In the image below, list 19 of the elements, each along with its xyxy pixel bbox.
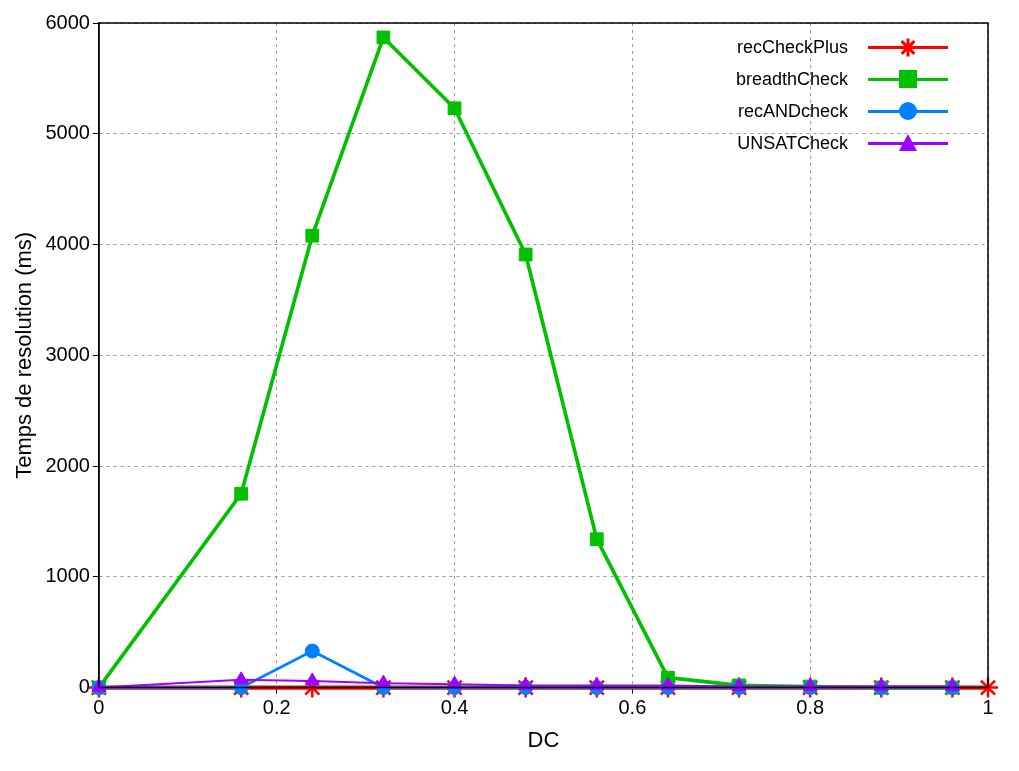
y-tick-label: 3000 (45, 342, 90, 365)
y-tick-label: 2000 (45, 453, 90, 476)
x-tick-label: 0.8 (796, 696, 825, 719)
legend-label: UNSATCheck (736, 132, 848, 154)
x-tick-label: 0 (93, 696, 105, 719)
legend-label: breadthCheck (734, 68, 848, 90)
x-axis-title: DC (527, 726, 560, 752)
x-tick-label: 0.4 (440, 696, 469, 719)
y-tick-label: 4000 (45, 232, 90, 255)
x-tick-label: 0.2 (262, 696, 291, 719)
y-axis-title: Temps de resolution (ms) (11, 231, 37, 479)
legend-label: recANDcheck (736, 100, 848, 122)
x-tick-label: 1 (982, 696, 994, 719)
y-tick-label: 1000 (45, 564, 90, 587)
y-tick-label: 5000 (45, 121, 90, 144)
x-tick-label: 0.6 (618, 696, 647, 719)
y-tick-label: 6000 (45, 10, 90, 33)
y-tick-label: 0 (78, 675, 90, 698)
legend-label: recCheckPlus (735, 36, 848, 58)
